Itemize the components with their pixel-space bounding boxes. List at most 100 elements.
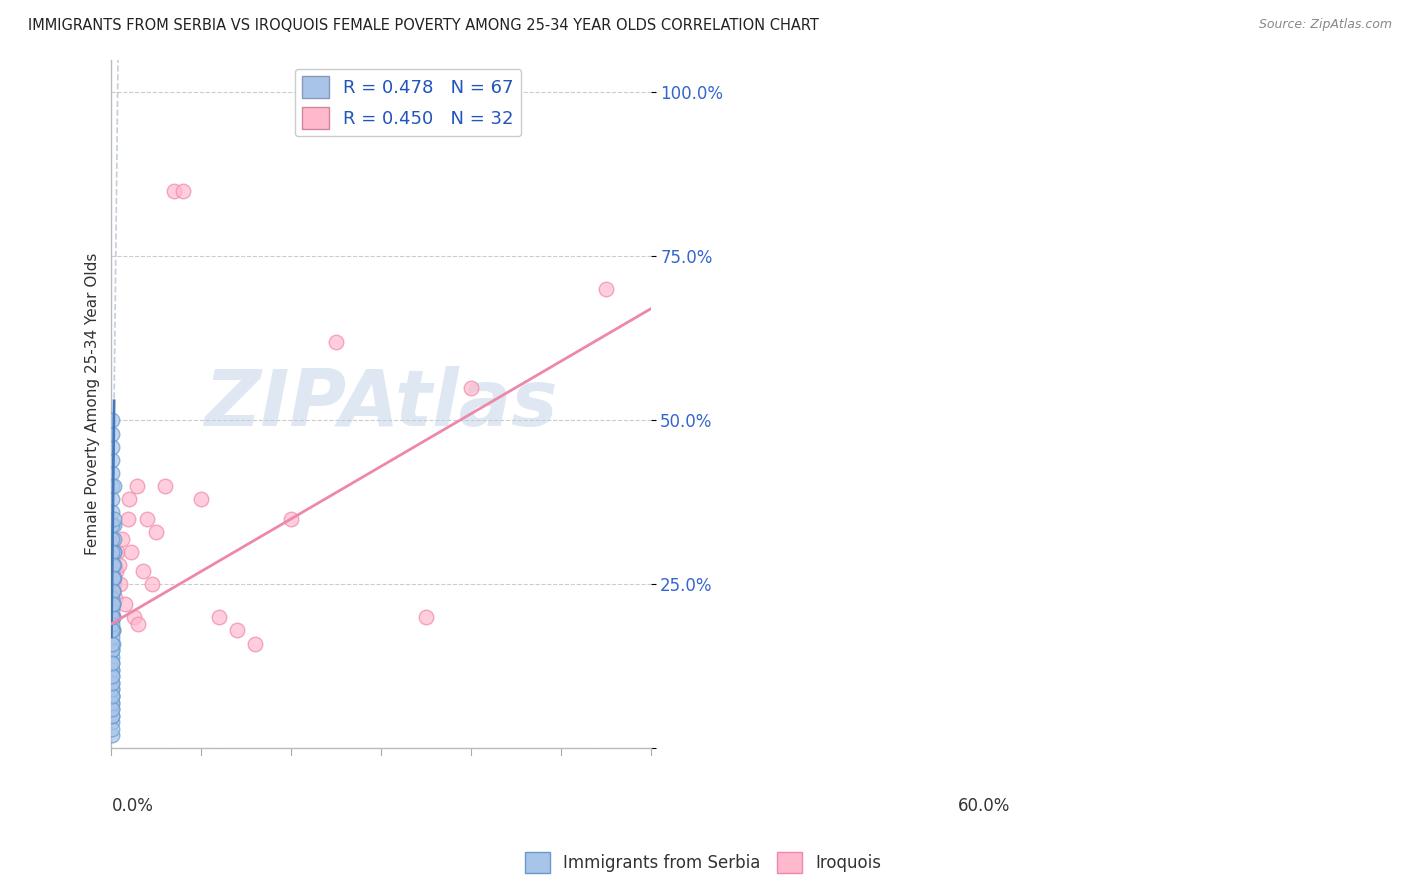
Point: [103, 597, 125, 611]
Point: [114, 597, 136, 611]
Point: [101, 558, 124, 572]
Point: [101, 676, 124, 690]
Point: [110, 577, 132, 591]
Point: [120, 544, 142, 558]
Point: [127, 616, 149, 631]
Point: [103, 571, 125, 585]
Point: [103, 532, 125, 546]
Point: [100, 722, 122, 736]
Point: [101, 689, 124, 703]
Legend: R = 0.478   N = 67, R = 0.450   N = 32: R = 0.478 N = 67, R = 0.450 N = 32: [295, 69, 522, 136]
Point: [103, 512, 125, 526]
Point: [136, 512, 159, 526]
Point: [103, 597, 125, 611]
Point: [101, 689, 124, 703]
Point: [101, 440, 124, 454]
Point: [103, 558, 125, 572]
Point: [101, 636, 124, 650]
Point: [101, 597, 124, 611]
Point: [101, 624, 124, 638]
Point: [325, 334, 347, 349]
Point: [103, 544, 125, 558]
Point: [105, 544, 128, 558]
Point: [101, 636, 124, 650]
Text: ZIPAtlas: ZIPAtlas: [204, 366, 558, 442]
Point: [101, 610, 124, 624]
Point: [101, 682, 124, 697]
Point: [226, 624, 249, 638]
Point: [460, 381, 482, 395]
Point: [101, 708, 124, 723]
Point: [101, 610, 124, 624]
Point: [125, 479, 148, 493]
Point: [103, 571, 125, 585]
Point: [100, 728, 122, 742]
Point: [100, 643, 122, 657]
Point: [155, 479, 177, 493]
Point: [141, 577, 163, 591]
Point: [101, 610, 124, 624]
Point: [122, 610, 145, 624]
Point: [415, 610, 437, 624]
Point: [103, 610, 125, 624]
Point: [107, 558, 129, 572]
Point: [103, 544, 125, 558]
Point: [101, 663, 124, 677]
Point: [101, 649, 124, 664]
Point: [163, 184, 186, 198]
Legend: Immigrants from Serbia, Iroquois: Immigrants from Serbia, Iroquois: [517, 846, 889, 880]
Point: [101, 532, 124, 546]
Point: [111, 532, 134, 546]
Point: [118, 492, 141, 507]
Point: [101, 663, 124, 677]
Point: [190, 492, 212, 507]
Point: [104, 591, 127, 605]
Point: [101, 624, 124, 638]
Point: [104, 565, 127, 579]
Point: [101, 702, 124, 716]
Text: IMMIGRANTS FROM SERBIA VS IROQUOIS FEMALE POVERTY AMONG 25-34 YEAR OLDS CORRELAT: IMMIGRANTS FROM SERBIA VS IROQUOIS FEMAL…: [28, 18, 818, 33]
Point: [101, 689, 124, 703]
Point: [208, 610, 231, 624]
Point: [101, 591, 124, 605]
Point: [101, 630, 124, 644]
Point: [101, 544, 124, 558]
Point: [101, 426, 124, 441]
Text: Source: ZipAtlas.com: Source: ZipAtlas.com: [1258, 18, 1392, 31]
Point: [101, 696, 124, 710]
Point: [101, 505, 124, 519]
Point: [101, 413, 124, 427]
Point: [101, 597, 124, 611]
Point: [101, 597, 124, 611]
Point: [101, 571, 124, 585]
Point: [101, 643, 124, 657]
Point: [280, 512, 302, 526]
Point: [101, 669, 124, 683]
Point: [100, 702, 122, 716]
Point: [145, 524, 167, 539]
Point: [101, 492, 124, 507]
Point: [103, 518, 125, 533]
Point: [101, 656, 124, 670]
Point: [132, 565, 155, 579]
Point: [101, 669, 124, 683]
Point: [101, 682, 124, 697]
Point: [103, 479, 125, 493]
Point: [243, 636, 266, 650]
Point: [100, 656, 122, 670]
Point: [103, 558, 125, 572]
Point: [101, 604, 124, 618]
Point: [101, 584, 124, 599]
Point: [100, 479, 122, 493]
Point: [103, 577, 125, 591]
Point: [100, 452, 122, 467]
Point: [100, 708, 122, 723]
Point: [101, 518, 124, 533]
Point: [101, 616, 124, 631]
Text: 60.0%: 60.0%: [957, 797, 1010, 814]
Point: [117, 512, 139, 526]
Point: [103, 584, 125, 599]
Text: 0.0%: 0.0%: [111, 797, 153, 814]
Point: [100, 466, 122, 480]
Point: [595, 282, 617, 296]
